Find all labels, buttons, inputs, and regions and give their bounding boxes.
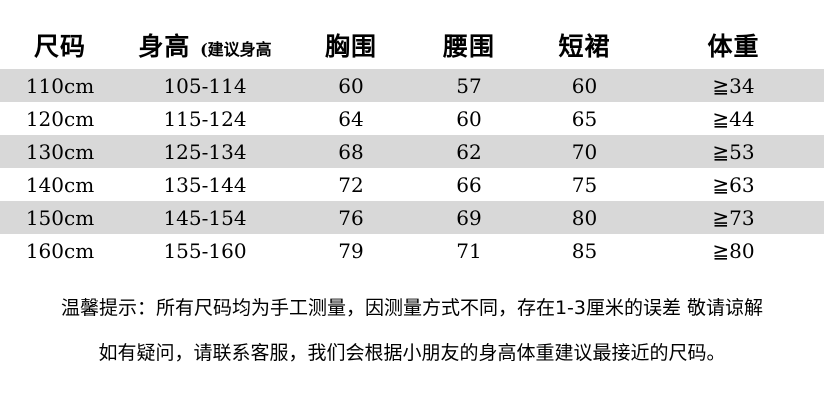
- column-header-height: 身高 (建议身高: [120, 0, 290, 69]
- column-header-weight-label: 体重: [707, 32, 760, 61]
- cell-weight: ≧53: [712, 139, 755, 164]
- table-header-row: 尺码 身高 (建议身高 胸围 腰围 短裙 体重: [0, 0, 824, 69]
- cell-size: 110cm: [25, 73, 95, 98]
- column-header-weight: 体重: [643, 0, 824, 69]
- cell-size: 160cm: [25, 238, 95, 263]
- table-row-120cm: 120cm 115-124 64 60 65 ≧44: [0, 102, 824, 135]
- column-header-size-label: 尺码: [33, 32, 86, 61]
- column-header-size: 尺码: [0, 0, 120, 69]
- cell-waist: 62: [456, 139, 482, 164]
- table-row-150cm: 150cm 145-154 76 69 80 ≧73: [0, 201, 824, 234]
- cell-skirt: 60: [571, 73, 598, 98]
- notes-section: 温馨提示：所有尺码均为手工测量，因测量方式不同，存在1-3厘米的误差 敬请谅解 …: [12, 297, 812, 364]
- cell-weight: ≧44: [712, 106, 755, 131]
- cell-waist: 66: [456, 172, 482, 197]
- cell-weight: ≧80: [712, 238, 755, 263]
- cell-height: 125-134: [163, 139, 247, 164]
- cell-skirt: 75: [571, 172, 598, 197]
- cell-weight: ≧34: [712, 73, 755, 98]
- cell-chest: 79: [338, 238, 364, 263]
- cell-height: 135-144: [163, 172, 247, 197]
- cell-chest: 72: [338, 172, 364, 197]
- cell-size: 130cm: [25, 139, 95, 164]
- size-chart-table: 尺码 身高 (建议身高 胸围 腰围 短裙 体重 110cm 105-114 60…: [0, 0, 824, 267]
- column-header-skirt: 短裙: [526, 0, 643, 69]
- cell-chest: 64: [338, 106, 364, 131]
- column-header-height-sublabel: (建议身高: [200, 40, 272, 59]
- cell-height: 105-114: [163, 73, 247, 98]
- column-header-chest-label: 胸围: [324, 32, 377, 61]
- warm-tip-note: 温馨提示：所有尺码均为手工测量，因测量方式不同，存在1-3厘米的误差 敬请谅解: [60, 297, 764, 319]
- cell-skirt: 65: [571, 106, 598, 131]
- cell-size: 150cm: [25, 205, 95, 230]
- cell-waist: 57: [456, 73, 482, 98]
- table-row-130cm: 130cm 125-134 68 62 70 ≧53: [0, 135, 824, 168]
- cell-size: 140cm: [25, 172, 95, 197]
- cell-waist: 71: [456, 238, 482, 263]
- cell-weight: ≧73: [712, 205, 755, 230]
- cell-size: 120cm: [25, 106, 95, 131]
- cell-height: 115-124: [163, 106, 247, 131]
- cell-chest: 68: [338, 139, 364, 164]
- cell-height: 155-160: [163, 238, 247, 263]
- table-row-140cm: 140cm 135-144 72 66 75 ≧63: [0, 168, 824, 201]
- cell-chest: 60: [338, 73, 364, 98]
- cell-skirt: 70: [571, 139, 598, 164]
- cell-waist: 60: [456, 106, 482, 131]
- cell-height: 145-154: [163, 205, 247, 230]
- cell-skirt: 85: [571, 238, 598, 263]
- column-header-height-label: 身高: [138, 32, 191, 61]
- column-header-waist: 腰围: [412, 0, 526, 69]
- cell-chest: 76: [338, 205, 364, 230]
- contact-service-note: 如有疑问，请联系客服，我们会根据小朋友的身高体重建议最接近的尺码。: [98, 342, 726, 364]
- column-header-waist-label: 腰围: [442, 32, 495, 61]
- cell-waist: 69: [456, 205, 482, 230]
- cell-skirt: 80: [571, 205, 598, 230]
- table-row-160cm: 160cm 155-160 79 71 85 ≧80: [0, 234, 824, 267]
- cell-weight: ≧63: [712, 172, 755, 197]
- table-row-110cm: 110cm 105-114 60 57 60 ≧34: [0, 69, 824, 102]
- column-header-chest: 胸围: [290, 0, 412, 69]
- column-header-skirt-label: 短裙: [558, 32, 611, 61]
